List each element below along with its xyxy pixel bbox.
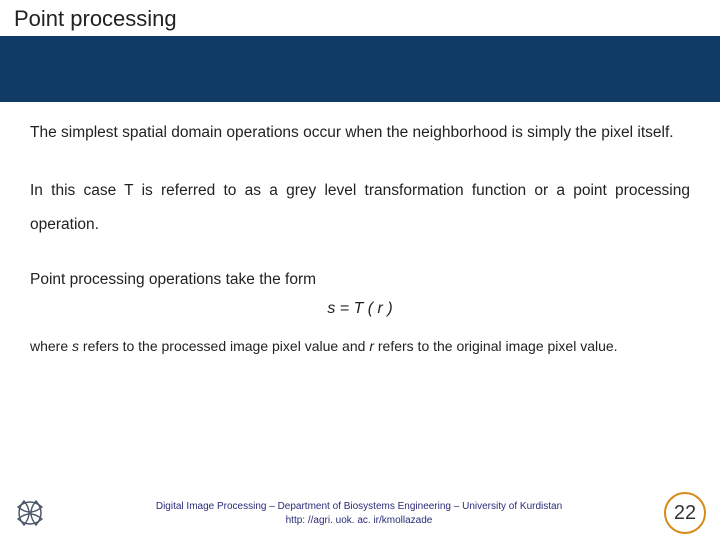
paragraph-3: Point processing operations take the for…: [30, 266, 690, 294]
var-s: s: [72, 338, 79, 354]
where-pre: where: [30, 338, 72, 354]
header-band: [0, 36, 720, 102]
where-mid1: refers to the processed image pixel valu…: [79, 338, 369, 354]
paragraph-1: The simplest spatial domain operations o…: [30, 116, 690, 150]
page-number-badge: 22: [664, 492, 706, 534]
content-area: The simplest spatial domain operations o…: [0, 102, 720, 540]
paragraph-2: In this case T is referred to as a grey …: [30, 174, 690, 242]
knot-icon: [10, 493, 50, 533]
where-clause: where s refers to the processed image pi…: [30, 332, 690, 360]
footer-line-1: Digital Image Processing – Department of…: [54, 501, 664, 512]
footer: Digital Image Processing – Department of…: [0, 486, 720, 540]
slide: Point processing The simplest spatial do…: [0, 0, 720, 540]
where-mid2: refers to the original image pixel value…: [374, 338, 618, 354]
page-number: 22: [674, 502, 696, 525]
title-bar: Point processing: [0, 0, 720, 36]
formula: s = T ( r ): [30, 300, 690, 318]
footer-line-2: http: //agri. uok. ac. ir/kmollazade: [54, 515, 664, 526]
logo-icon: [6, 489, 54, 537]
footer-text: Digital Image Processing – Department of…: [54, 501, 664, 526]
slide-title: Point processing: [14, 6, 706, 32]
